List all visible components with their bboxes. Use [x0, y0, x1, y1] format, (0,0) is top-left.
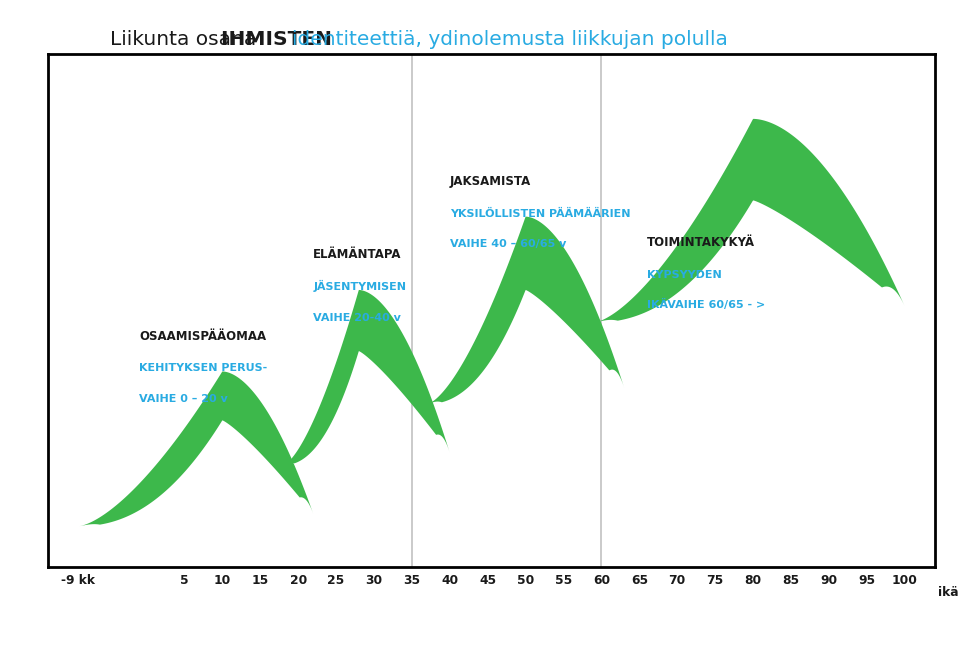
Text: 60: 60 — [593, 574, 610, 586]
Text: VAIHE 20-40 v: VAIHE 20-40 v — [314, 313, 401, 323]
Text: 55: 55 — [555, 574, 573, 586]
Text: VAIHE 0 – 20 v: VAIHE 0 – 20 v — [139, 394, 227, 404]
Text: 65: 65 — [631, 574, 648, 586]
Text: 45: 45 — [480, 574, 496, 586]
Text: 5: 5 — [180, 574, 189, 586]
Text: Liikunta osana: Liikunta osana — [110, 30, 263, 49]
Text: 90: 90 — [820, 574, 837, 586]
Text: ELÄMÄNTAPA: ELÄMÄNTAPA — [314, 248, 402, 262]
Text: 100: 100 — [892, 574, 918, 586]
Text: ikä: ikä — [938, 586, 959, 599]
Text: JAKSAMISTA: JAKSAMISTA — [450, 175, 531, 188]
Text: IHMISTEN: IHMISTEN — [221, 30, 339, 49]
Text: 20: 20 — [290, 574, 307, 586]
Text: 70: 70 — [668, 574, 686, 586]
Text: Liikkujan polku: Liikkujan polku — [399, 639, 560, 658]
Text: KYPSYYDEN: KYPSYYDEN — [647, 270, 722, 280]
Text: YKSILÖLLISTEN PÄÄMÄÄRIEN: YKSILÖLLISTEN PÄÄMÄÄRIEN — [450, 209, 630, 219]
Text: JÄSENTYMISEN: JÄSENTYMISEN — [314, 280, 407, 292]
Text: 95: 95 — [858, 574, 876, 586]
Text: VAIHE 40 – 60/65 v: VAIHE 40 – 60/65 v — [450, 240, 566, 249]
Polygon shape — [79, 372, 314, 526]
Text: 35: 35 — [404, 574, 420, 586]
Text: 40: 40 — [441, 574, 458, 586]
Polygon shape — [594, 119, 904, 323]
Text: 50: 50 — [517, 574, 534, 586]
Text: identiteettiä, ydinolemusta liikkujan polulla: identiteettiä, ydinolemusta liikkujan po… — [292, 30, 729, 49]
Polygon shape — [283, 290, 450, 465]
Text: 10: 10 — [214, 574, 231, 586]
Text: 85: 85 — [783, 574, 800, 586]
Text: 75: 75 — [707, 574, 724, 586]
Text: OSAAMISPÄÄOMAA: OSAAMISPÄÄOMAA — [139, 330, 266, 343]
Text: 30: 30 — [365, 574, 383, 586]
Text: TOIMINTAKYKYÄ: TOIMINTAKYKYÄ — [647, 236, 755, 249]
Text: IKÄVAIHE 60/65 - >: IKÄVAIHE 60/65 - > — [647, 299, 765, 310]
Text: 15: 15 — [251, 574, 269, 586]
Text: 80: 80 — [744, 574, 761, 586]
Text: -9 kk: -9 kk — [61, 574, 95, 586]
Text: 25: 25 — [327, 574, 344, 586]
Text: KEHITYKSEN PERUS-: KEHITYKSEN PERUS- — [139, 364, 268, 374]
Polygon shape — [427, 217, 624, 404]
